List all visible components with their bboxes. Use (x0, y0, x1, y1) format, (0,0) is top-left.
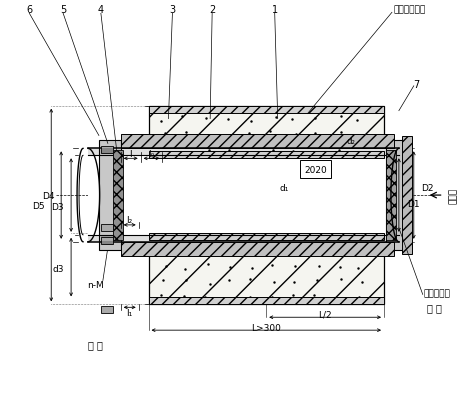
Text: 7: 7 (414, 80, 420, 90)
Text: 6: 6 (26, 5, 32, 15)
Text: d₁: d₁ (280, 183, 290, 192)
Bar (386, 141, 404, 250)
Text: 2: 2 (209, 5, 215, 15)
Text: l₁: l₁ (127, 308, 133, 317)
Text: d3: d3 (53, 264, 64, 273)
Bar (386, 151, 396, 240)
Text: l₂: l₂ (127, 216, 133, 225)
Bar (99, 141, 121, 250)
Bar (149, 107, 384, 113)
Text: 2020: 2020 (304, 165, 327, 174)
Text: 冲击波: 冲击波 (449, 188, 458, 204)
Bar (149, 152, 384, 159)
Text: l: l (129, 150, 132, 159)
Bar (101, 224, 113, 231)
Text: l₀: l₀ (149, 150, 155, 159)
Text: L>300: L>300 (251, 323, 281, 332)
Bar (149, 233, 384, 240)
Text: 3: 3 (170, 5, 176, 15)
Text: 内 侧: 内 侧 (88, 339, 103, 349)
Text: d₂: d₂ (347, 137, 356, 146)
Bar (121, 135, 394, 149)
Bar (101, 237, 113, 244)
Text: 柔性填缝材料: 柔性填缝材料 (394, 5, 426, 14)
Text: D2: D2 (421, 183, 433, 192)
Text: D4: D4 (42, 191, 54, 200)
Text: 密封膏嵌缝: 密封膏嵌缝 (424, 288, 451, 297)
Text: D3: D3 (51, 203, 64, 212)
Bar (88, 156, 399, 235)
Text: 5: 5 (60, 5, 66, 15)
Bar (149, 298, 384, 305)
Text: L/2: L/2 (318, 310, 332, 319)
Text: 1: 1 (272, 5, 278, 15)
Bar (101, 147, 113, 154)
Bar (149, 107, 384, 159)
Bar (113, 151, 123, 240)
Bar (149, 233, 384, 305)
Bar (121, 242, 394, 256)
Text: 外 墙: 外 墙 (427, 303, 442, 313)
Text: 4: 4 (98, 5, 104, 15)
Bar (101, 306, 113, 313)
Bar (402, 137, 412, 254)
Text: D1: D1 (407, 199, 419, 208)
Text: n-M: n-M (87, 280, 104, 289)
Bar (88, 149, 399, 242)
Text: D5: D5 (32, 201, 44, 210)
